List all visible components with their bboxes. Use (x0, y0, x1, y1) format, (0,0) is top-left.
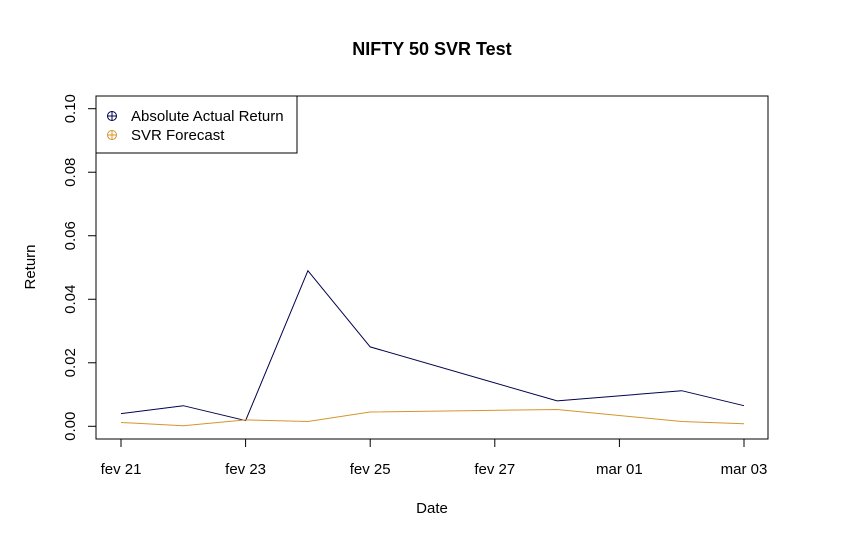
y-tick-label: 0.08 (62, 158, 79, 187)
x-axis-label: Date (416, 500, 448, 517)
y-tick-label: 0.06 (62, 221, 79, 250)
legend: Absolute Actual Return SVR Forecast (95, 95, 298, 154)
legend-box (95, 95, 298, 154)
x-tick-label: fev 21 (101, 461, 142, 478)
chart-title: NIFTY 50 SVR Test (352, 39, 511, 59)
series-line-actual-return (120, 269, 745, 422)
y-axis-label: Return (22, 244, 39, 289)
x-tick-label: fev 23 (225, 461, 266, 478)
x-axis: fev 21 fev 23 fev 25 fev 27 mar 01 mar 03 (101, 438, 768, 478)
x-tick-label: mar 03 (721, 461, 768, 478)
x-tick-label: mar 01 (596, 461, 643, 478)
y-tick-label: 0.02 (62, 348, 79, 377)
y-tick-label: 0.04 (62, 285, 79, 314)
x-tick-label: fev 27 (474, 461, 515, 478)
x-tick-label: fev 25 (350, 461, 391, 478)
legend-label: Absolute Actual Return (131, 108, 284, 125)
y-axis: 0.00 0.02 0.04 0.06 0.08 0.10 (62, 94, 97, 441)
series-layer (120, 269, 745, 427)
y-tick-label: 0.00 (62, 412, 79, 441)
series-line-svr-forecast (120, 408, 745, 427)
legend-label: SVR Forecast (131, 127, 225, 144)
y-tick-label: 0.10 (62, 94, 79, 123)
